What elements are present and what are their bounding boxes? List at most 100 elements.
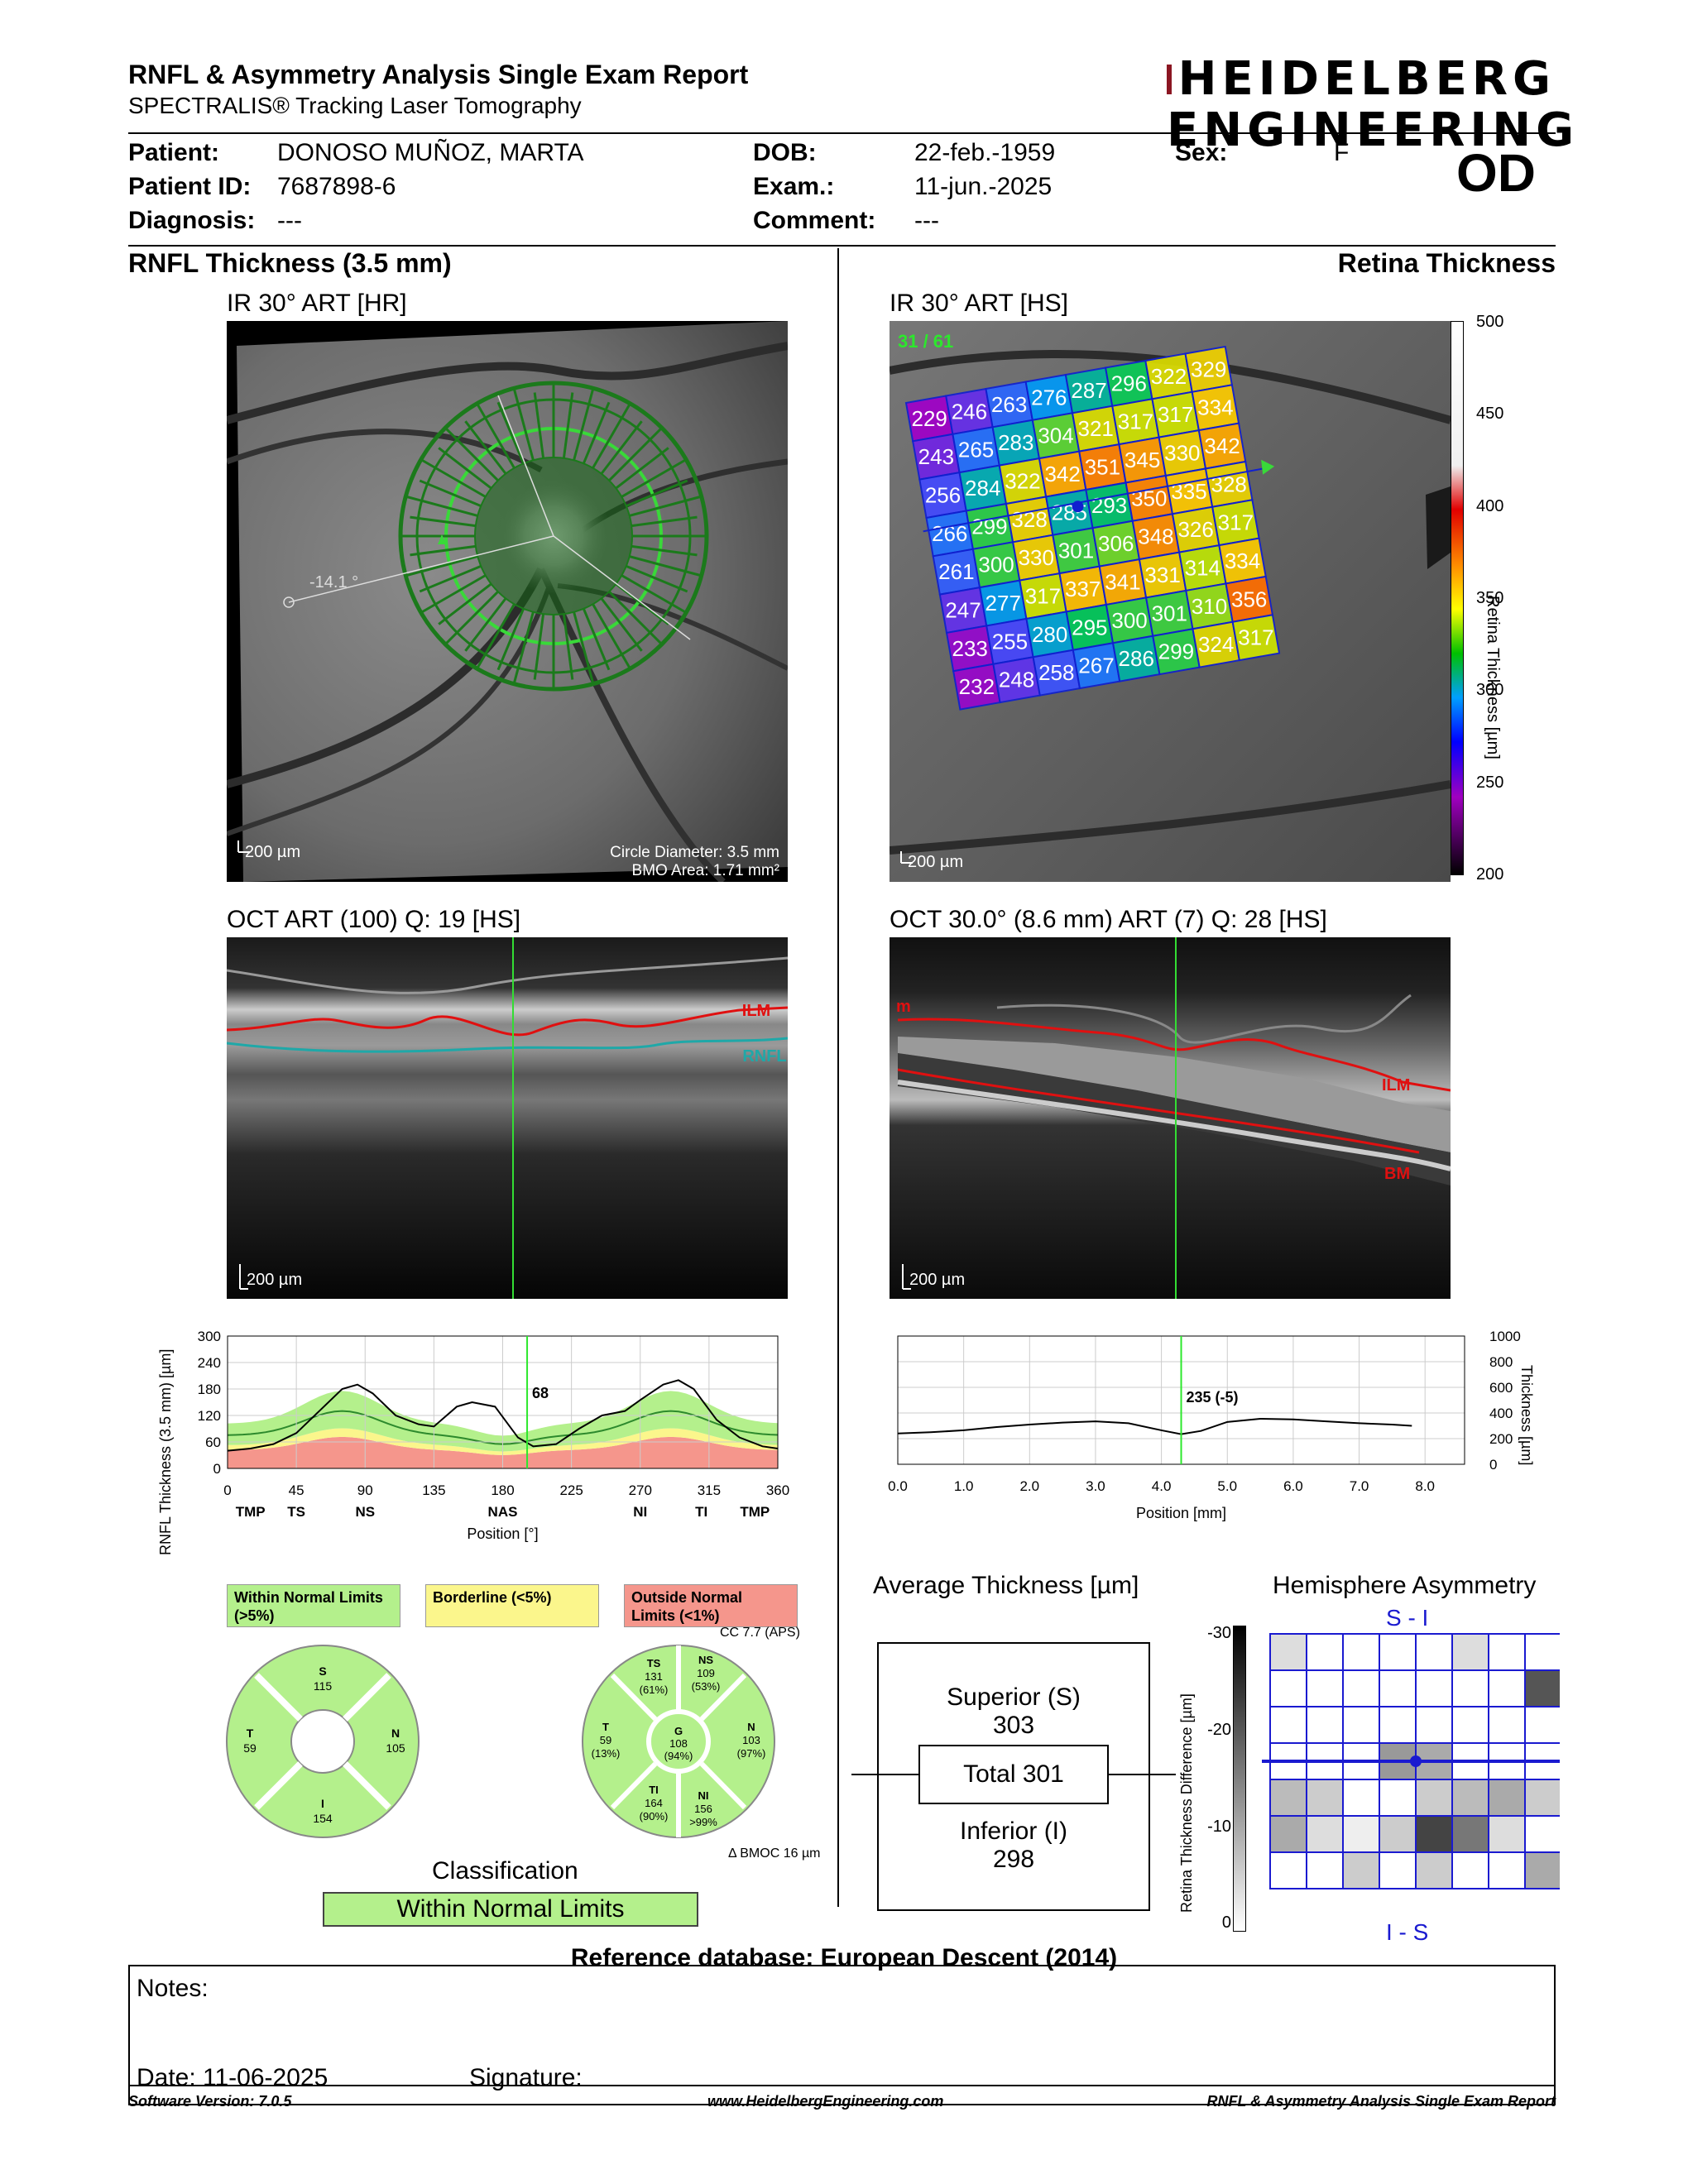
signature-label: Signature:	[469, 2064, 583, 2091]
right-oct-label: OCT 30.0° (8.6 mm) ART (7) Q: 28 [HS]	[890, 906, 1327, 933]
thickness-cell-value: 317	[1218, 510, 1254, 535]
thickness-cell-value: 301	[1152, 601, 1187, 625]
left-ir-label: IR 30° ART [HR]	[227, 290, 407, 317]
plot-frame	[227, 1335, 779, 1469]
asymmetry-cell	[1379, 1815, 1417, 1853]
thickness-cell-value: 255	[992, 629, 1028, 654]
thickness-cell-value: 299	[971, 514, 1007, 539]
right-oct-scan: m ILM BM 200 µm	[890, 937, 1451, 1299]
asymmetry-cell	[1379, 1669, 1417, 1707]
svg-text:G: G	[674, 1725, 683, 1737]
colorbar-tick: 400	[1476, 496, 1504, 515]
reference-database: Reference database: European Descent (20…	[570, 1944, 1118, 1971]
retina-section-title: Retina Thickness	[1337, 248, 1556, 278]
asymmetry-cell	[1379, 1779, 1417, 1817]
left-oct-scan: ILM RNFL 200 µm	[227, 937, 788, 1299]
thickness-cell-value: 348	[1138, 524, 1173, 549]
footer-website[interactable]: www.HeidelbergEngineering.com	[707, 2093, 944, 2110]
asymmetry-cell	[1451, 1706, 1489, 1744]
asymmetry-cell	[1342, 1633, 1380, 1671]
svg-text:TI: TI	[649, 1784, 659, 1796]
asymmetry-cell	[1488, 1851, 1526, 1889]
notes-box[interactable]: Notes: Date: 11-06-2025 Signature:	[128, 1965, 1556, 2105]
x-tick-label: 225	[559, 1482, 583, 1498]
sector-ns-pct: (53%)	[692, 1680, 721, 1693]
inferior-value: 298	[992, 1846, 1035, 1873]
thickness-cell-value: 351	[1085, 455, 1120, 480]
thickness-cell-value: 286	[1119, 646, 1154, 671]
sector-label: TI	[695, 1504, 707, 1520]
thickness-cell-value: 261	[938, 559, 974, 584]
asymmetry-center-marker	[1410, 1755, 1422, 1767]
rnfl-profile-ylabel: RNFL Thickness (3.5 mm) [µm]	[157, 1348, 174, 1555]
asymmetry-cell	[1451, 1633, 1489, 1671]
asymmetry-tick: -20	[1207, 1720, 1231, 1739]
sector-ti-value: 164	[645, 1797, 663, 1809]
thickness-cell-value: 243	[918, 444, 954, 469]
colorbar-tick: 500	[1476, 313, 1504, 331]
avg-thickness-box: Superior (S) 303 Total 301 Inferior (I) …	[851, 1642, 1176, 1911]
asymmetry-cell	[1451, 1779, 1489, 1817]
left-ilm-label: ILM	[742, 1002, 770, 1020]
asymmetry-cell	[1488, 1706, 1526, 1744]
thickness-cell-value: 334	[1197, 395, 1233, 420]
sector-n-value: 105	[386, 1741, 405, 1755]
asymmetry-cell	[1306, 1779, 1344, 1817]
thickness-cell-value: 280	[1032, 622, 1067, 647]
asymmetry-grid	[1220, 1626, 1562, 1930]
asymmetry-cell	[1342, 1706, 1380, 1744]
logo-line2: ENGINEERING	[1167, 103, 1580, 157]
y-tick-label: 600	[1489, 1380, 1513, 1396]
asymmetry-cell	[1488, 1669, 1526, 1707]
thickness-cell-value: 284	[965, 476, 1000, 500]
thickness-cell-value: 317	[1158, 402, 1193, 427]
legend-borderline: Borderline (<5%)	[425, 1584, 599, 1627]
center-divider	[837, 248, 839, 1907]
x-axis-label: Position [mm]	[1136, 1505, 1226, 1521]
sector-label: NS	[355, 1504, 375, 1520]
circle-diameter: Circle Diameter: 3.5 mm	[610, 844, 779, 861]
asymmetry-cell	[1451, 1815, 1489, 1853]
thickness-cell-value: 329	[1191, 357, 1226, 381]
y-tick-label: 120	[198, 1408, 221, 1424]
dob-value: 22-feb.-1959	[914, 139, 1056, 166]
asymmetry-colorbar	[1233, 1626, 1246, 1932]
bm-layer-label: BM	[1384, 1165, 1410, 1183]
thickness-cell-value: 299	[1158, 639, 1194, 664]
thickness-cell-value: 295	[1072, 615, 1107, 639]
thickness-cell-value: 277	[985, 591, 1021, 615]
asymmetry-cell	[1488, 1633, 1526, 1671]
asymmetry-cell	[1269, 1779, 1307, 1817]
asymmetry-cell	[1306, 1706, 1344, 1744]
x-tick-label: 270	[629, 1482, 652, 1498]
thickness-cell-value: 330	[1164, 441, 1200, 466]
x-tick-label: 8.0	[1415, 1478, 1435, 1494]
thickness-cell-value: 331	[1144, 563, 1180, 587]
thickness-cell-value: 267	[1078, 654, 1114, 678]
classification-title: Classification	[432, 1857, 578, 1885]
asymmetry-cell	[1379, 1633, 1417, 1671]
avg-thickness-title: Average Thickness [µm]	[873, 1572, 1139, 1599]
sector-g-pct: (94%)	[664, 1750, 693, 1762]
thickness-cell-value: 247	[945, 598, 981, 623]
thickness-cell-value: 256	[925, 483, 961, 508]
asymmetry-cell	[1415, 1851, 1453, 1889]
sector-label: NI	[633, 1504, 647, 1520]
sector-label: TMP	[740, 1504, 770, 1520]
y-tick-label: 240	[198, 1355, 221, 1371]
colorbar-tick: 250	[1476, 773, 1504, 792]
svg-text:NS: NS	[698, 1654, 713, 1666]
rnfl-profile-chart: 0 60 120 180 240 300 0 45 90 135 180 225 270 315 360 68…	[157, 1315, 811, 1564]
comment-label: Comment:	[753, 207, 876, 234]
thickness-cell-value: 258	[1038, 660, 1074, 685]
logo-line1: HEIDELBERG	[1177, 52, 1556, 106]
asymmetry-cell	[1379, 1851, 1417, 1889]
asymmetry-tick: -30	[1207, 1624, 1231, 1642]
superior-label: Superior (S)	[947, 1684, 1081, 1711]
asymmetry-cell	[1269, 1851, 1307, 1889]
retina-profile-ylabel: Thickness [µm]	[1518, 1365, 1535, 1466]
sector-ti-pct: (90%)	[640, 1810, 669, 1822]
y-tick-label: 800	[1489, 1354, 1513, 1370]
x-tick-label: 5.0	[1217, 1478, 1237, 1494]
thickness-cell-value: 265	[958, 438, 994, 462]
